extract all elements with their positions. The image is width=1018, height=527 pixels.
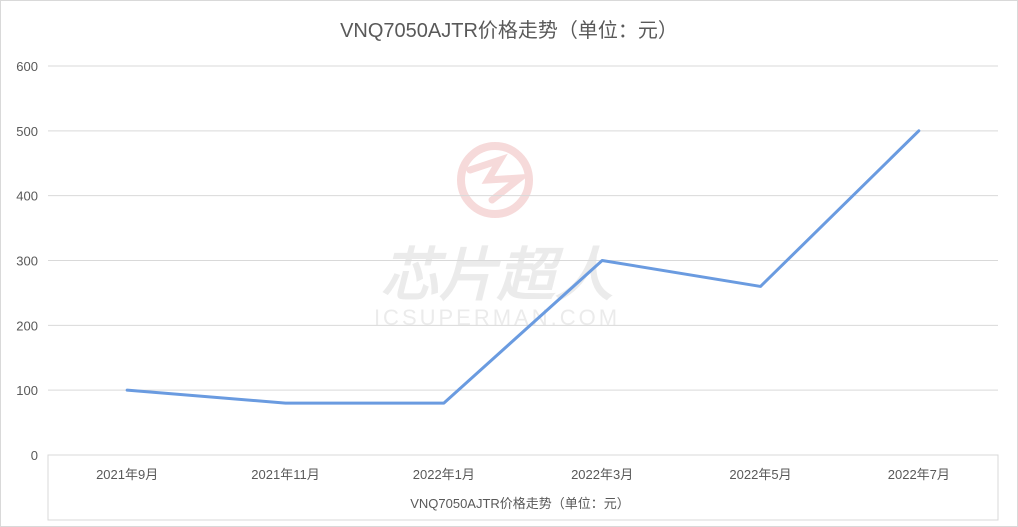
y-tick-label: 200 [16, 318, 38, 333]
x-tick-label: 2022年1月 [413, 467, 475, 482]
x-axis-ticks: 2021年9月 2021年11月 2022年1月 2022年3月 2022年5月 2022… [96, 467, 950, 482]
x-tick-label: 2022年5月 [729, 467, 791, 482]
chart-title: VNQ7050AJTR价格走势（单位：元） [340, 20, 678, 42]
watermark: 芯片超人 ICSUPERMAN.COM [374, 142, 620, 330]
x-tick-label: 2022年3月 [571, 467, 633, 482]
y-tick-label: 500 [16, 124, 38, 139]
watermark-logo-text: 芯片超人 [381, 243, 613, 308]
x-tick-label: 2021年11月 [251, 467, 319, 482]
y-tick-label: 600 [16, 59, 38, 74]
y-tick-label: 400 [16, 189, 38, 204]
x-tick-label: 2022年7月 [888, 467, 950, 482]
watermark-bolt-icon [466, 153, 532, 204]
watermark-logo-icon [457, 142, 533, 218]
watermark-url-text: ICSUPERMAN.COM [374, 305, 620, 330]
y-tick-label: 100 [16, 383, 38, 398]
y-tick-label: 300 [16, 254, 38, 269]
x-axis-title-box [47, 454, 999, 521]
y-tick-label: 0 [31, 448, 38, 463]
gridlines [48, 65, 998, 391]
x-tick-label: 2021年9月 [96, 467, 158, 482]
x-axis-title: VNQ7050AJTR价格走势（单位：元） [410, 496, 630, 511]
y-axis-ticks: 0 100 200 300 400 500 600 [16, 59, 38, 463]
series-line [125, 129, 921, 405]
